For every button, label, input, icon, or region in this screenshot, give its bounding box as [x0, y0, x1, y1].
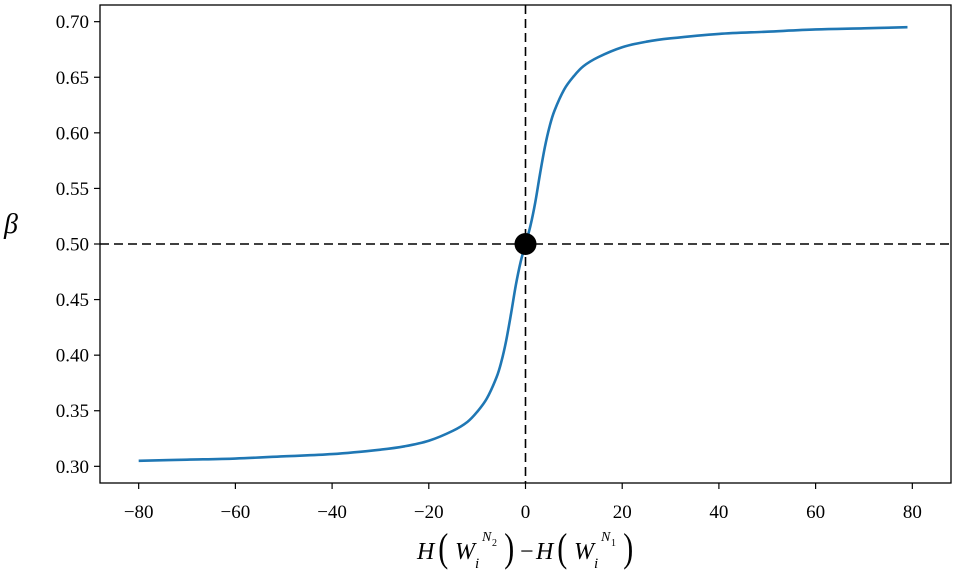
svg-text:N: N: [600, 530, 611, 545]
svg-text:W: W: [455, 539, 477, 565]
svg-text:H: H: [535, 539, 555, 565]
y-tick-label: 0.35: [56, 401, 89, 422]
svg-text:): ): [623, 525, 633, 570]
y-tick-label: 0.45: [56, 290, 89, 311]
plot-area: [100, 5, 951, 483]
x-tick-label: 80: [903, 502, 922, 523]
x-tick-label: −80: [124, 502, 154, 523]
x-axis-ticks: −80 −60 −40 −20 0 20 40 60 80: [124, 483, 922, 523]
svg-text:2: 2: [492, 538, 497, 549]
svg-text:W: W: [574, 539, 596, 565]
y-tick-label: 0.55: [56, 179, 89, 200]
x-tick-label: 0: [521, 502, 531, 523]
y-axis-label: β: [3, 209, 18, 240]
svg-text:(: (: [557, 525, 567, 570]
svg-text:(: (: [438, 525, 448, 570]
x-tick-label: 20: [613, 502, 632, 523]
x-tick-label: −40: [317, 502, 347, 523]
x-axis-label: H ( W i N 2 ) − H ( W i N 1 ): [416, 525, 633, 572]
svg-text:N: N: [481, 530, 492, 545]
y-axis-ticks: 0.30 0.35 0.40 0.45 0.50 0.55 0.60 0.65 0.70: [56, 12, 100, 478]
y-tick-label: 0.70: [56, 12, 89, 33]
y-tick-label: 0.30: [56, 457, 89, 478]
x-tick-label: 60: [806, 502, 825, 523]
x-tick-label: −20: [414, 502, 444, 523]
center-point-marker: [514, 233, 537, 255]
svg-text:): ): [504, 525, 514, 570]
y-tick-label: 0.50: [56, 235, 89, 256]
y-tick-label: 0.40: [56, 346, 89, 367]
svg-text:i: i: [475, 556, 479, 572]
y-tick-label: 0.65: [56, 68, 89, 89]
svg-text:−: −: [520, 539, 534, 565]
plot-frame: [99, 4, 952, 484]
y-tick-label: 0.60: [56, 123, 89, 144]
svg-text:1: 1: [611, 538, 616, 549]
x-tick-label: −60: [221, 502, 251, 523]
svg-text:i: i: [594, 556, 598, 572]
x-tick-label: 40: [709, 502, 728, 523]
svg-text:H: H: [416, 539, 436, 565]
